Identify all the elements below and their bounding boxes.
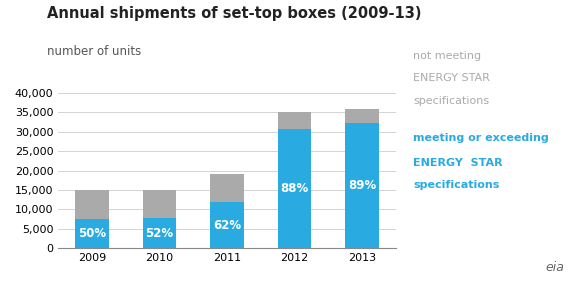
Text: eia: eia xyxy=(546,261,565,274)
Text: ENERGY  STAR: ENERGY STAR xyxy=(413,158,503,168)
Bar xyxy=(278,129,311,248)
Text: not meeting: not meeting xyxy=(413,51,481,61)
Bar xyxy=(75,190,109,219)
Text: meeting or exceeding: meeting or exceeding xyxy=(413,133,549,142)
Text: specifications: specifications xyxy=(413,180,499,190)
Bar xyxy=(75,219,109,248)
Text: 62%: 62% xyxy=(213,219,241,232)
Bar xyxy=(345,123,379,248)
Text: 52%: 52% xyxy=(146,226,173,239)
Bar xyxy=(143,190,176,218)
Text: 50%: 50% xyxy=(78,227,106,240)
Text: 89%: 89% xyxy=(348,179,376,192)
Bar xyxy=(345,109,379,123)
Text: Annual shipments of set-top boxes (2009-13): Annual shipments of set-top boxes (2009-… xyxy=(47,6,421,21)
Text: ENERGY STAR: ENERGY STAR xyxy=(413,73,490,83)
Text: 88%: 88% xyxy=(281,182,308,195)
Bar xyxy=(143,218,176,248)
Text: number of units: number of units xyxy=(47,45,141,58)
Bar xyxy=(278,113,311,129)
Text: specifications: specifications xyxy=(413,96,489,106)
Bar xyxy=(210,175,244,202)
Bar xyxy=(210,202,244,248)
